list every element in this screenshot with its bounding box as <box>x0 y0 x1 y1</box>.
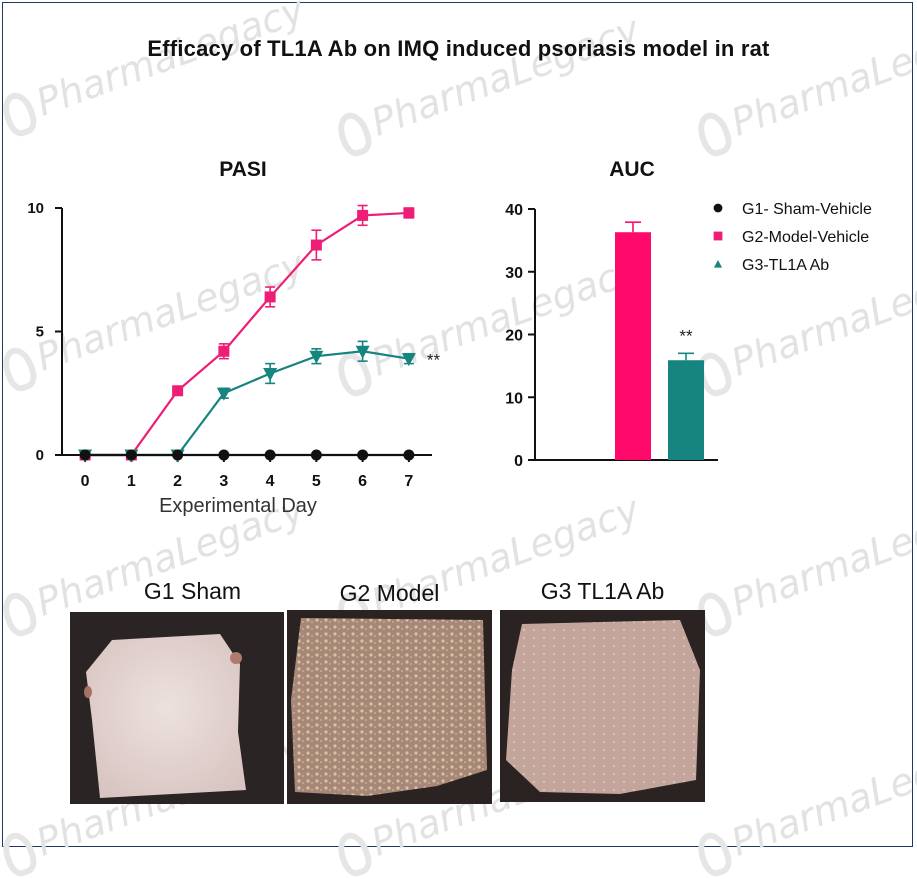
pasi-point <box>357 449 369 461</box>
pasi-point <box>357 209 369 221</box>
figure-title: Efficacy of TL1A Ab on IMQ induced psori… <box>147 36 770 61</box>
pasi-point <box>172 449 184 461</box>
legend-label-3: G3-TL1A Ab <box>742 257 829 274</box>
skin-patch-g3 <box>506 620 700 794</box>
pasi-x-tick-label: 1 <box>127 473 136 490</box>
pasi-x-tick-label: 3 <box>219 473 228 490</box>
skin-patch-g2 <box>291 618 487 796</box>
pasi-x-tick-label: 4 <box>266 473 275 490</box>
auc-y-tick-label: 40 <box>505 202 523 219</box>
legend-marker-2 <box>713 231 723 241</box>
auc-y-tick-label: 20 <box>505 328 523 345</box>
shaved-skin-g1 <box>86 634 246 798</box>
photo-label-g3: G3 TL1A Ab <box>540 578 665 604</box>
shaved-skin-g2 <box>291 618 487 796</box>
pasi-point <box>125 449 137 461</box>
pasi-point <box>218 345 230 357</box>
pasi-chart-title: PASI <box>219 158 266 181</box>
skin-mark-g1 <box>230 652 242 664</box>
pasi-line-chart: PASI 0 5 10 0 1 2 3 4 5 6 7 Experimental Day ** <box>27 158 441 517</box>
photo-g1-sham <box>70 612 284 804</box>
pasi-y-tick-label: 0 <box>36 447 44 464</box>
pasi-point <box>79 449 91 461</box>
pasi-point <box>401 353 416 367</box>
shaved-skin-g3 <box>506 620 700 794</box>
auc-y-tick-label: 0 <box>514 453 523 470</box>
pasi-point <box>216 387 231 401</box>
pasi-x-tick-label: 2 <box>173 473 182 490</box>
pasi-point <box>264 291 276 303</box>
pasi-series-line <box>85 211 409 457</box>
legend-label-2: G2-Model-Vehicle <box>742 229 869 246</box>
pasi-significance-label: ** <box>427 351 441 370</box>
pasi-point <box>172 385 184 397</box>
pasi-point <box>309 350 324 364</box>
auc-bar-chart: AUC 0 10 20 30 40 ** G1- Sham-Vehicle G2-Model-V… <box>505 158 872 470</box>
pasi-point <box>310 449 322 461</box>
pasi-point <box>403 449 415 461</box>
pasi-y-tick-label: 10 <box>27 200 44 217</box>
pasi-point <box>355 345 370 359</box>
pasi-y-tick-label: 5 <box>36 324 44 341</box>
auc-chart-title: AUC <box>609 158 655 181</box>
photo-label-g2: G2 Model <box>339 580 440 606</box>
skin-mark-g1 <box>84 686 92 698</box>
pasi-x-tick-label: 7 <box>404 473 413 490</box>
pasi-point <box>403 207 415 219</box>
photo-g2-model <box>287 610 492 804</box>
auc-significance-label: ** <box>679 326 693 345</box>
pasi-point <box>264 449 276 461</box>
pasi-point <box>218 449 230 461</box>
photo-label-g1: G1 Sham <box>143 578 242 604</box>
pasi-series-line <box>85 350 410 457</box>
pasi-series-0 <box>79 449 415 461</box>
auc-y-tick-label: 10 <box>505 390 523 407</box>
auc-y-tick-label: 30 <box>505 265 523 282</box>
pasi-x-tick-label: 5 <box>312 473 321 490</box>
skin-patch-g1 <box>84 634 246 798</box>
pasi-point <box>310 239 322 251</box>
photo-g3-tl1a <box>500 610 705 802</box>
figure-frame <box>2 2 913 847</box>
pasi-x-tick-label: 6 <box>358 473 367 490</box>
pasi-series-2 <box>78 340 416 463</box>
auc-bar-3 <box>668 360 704 460</box>
legend-marker-1 <box>713 203 723 213</box>
pasi-x-axis-label: Experimental Day <box>159 495 317 517</box>
legend-marker-3 <box>713 259 723 268</box>
legend-label-1: G1- Sham-Vehicle <box>742 201 872 218</box>
pasi-series-1 <box>79 204 415 461</box>
pasi-point <box>263 367 278 381</box>
pasi-x-tick-label: 0 <box>81 473 90 490</box>
auc-legend: G1- Sham-Vehicle G2-Model-Vehicle G3-TL1A … <box>713 201 872 274</box>
auc-bar-2 <box>615 232 651 460</box>
